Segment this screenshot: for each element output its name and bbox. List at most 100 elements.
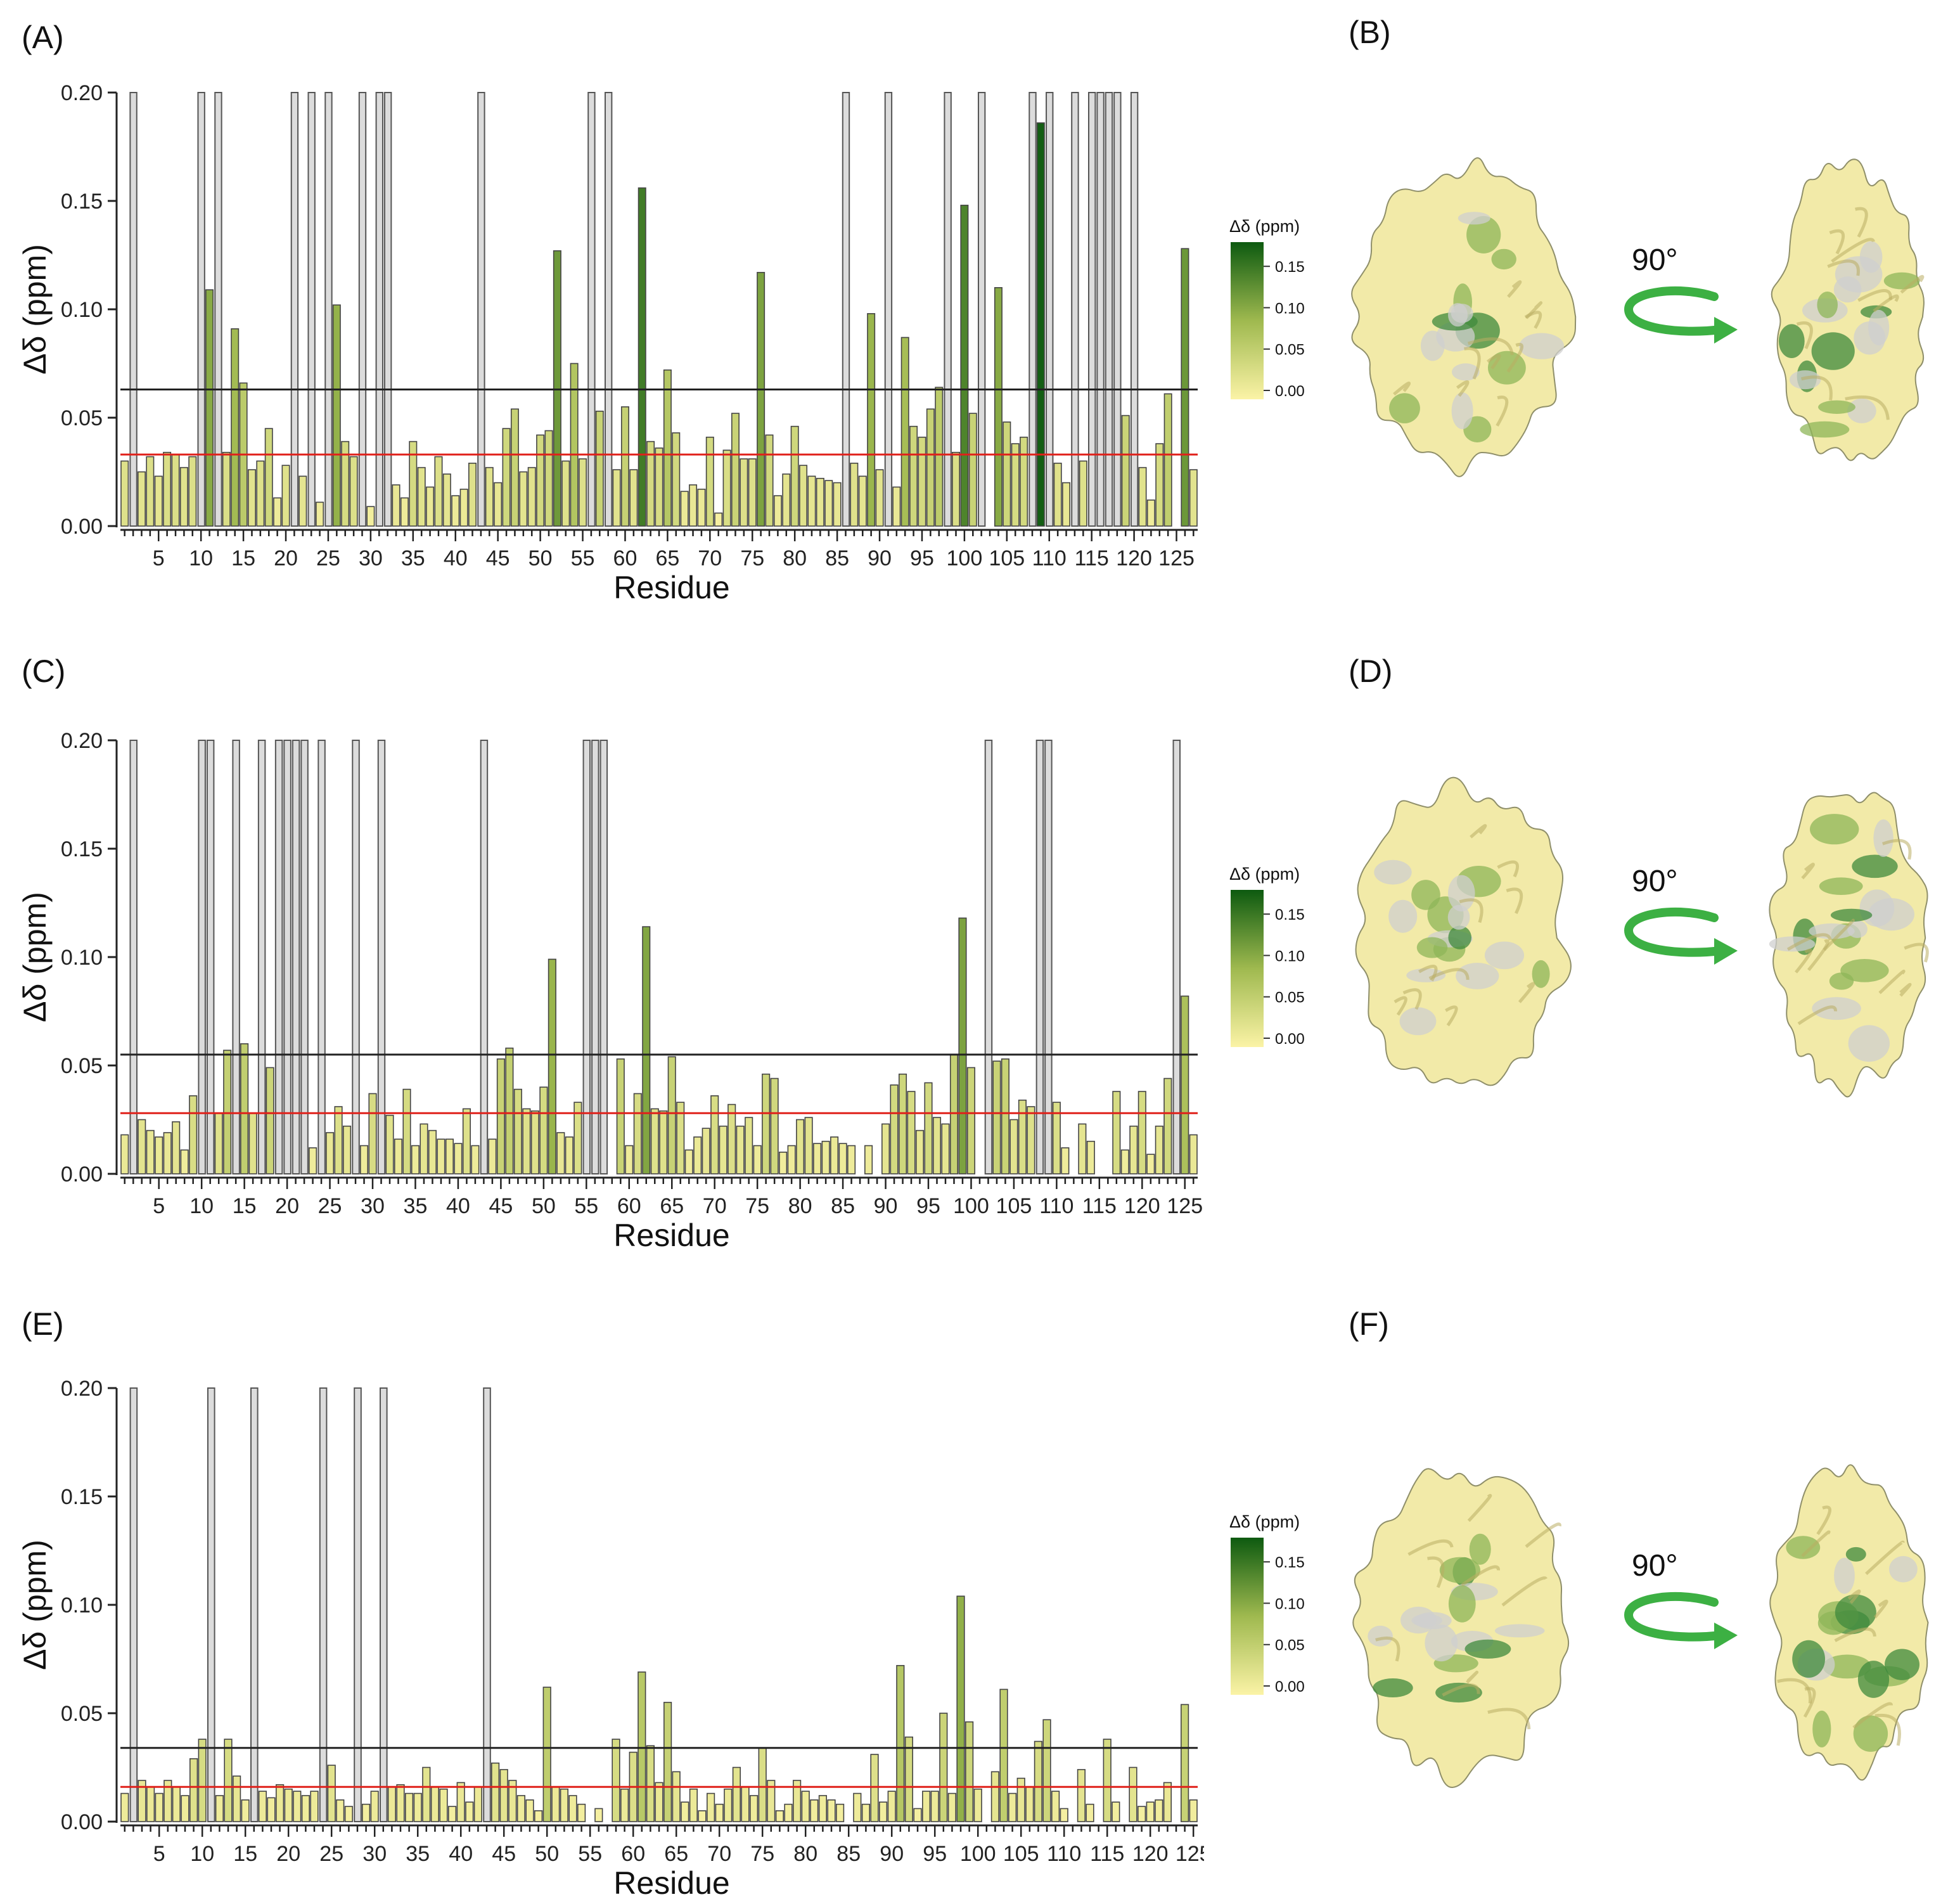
y-tick-label: 0.20 (61, 1377, 103, 1401)
residue-bar (499, 1769, 508, 1822)
backbone-ribbon (1801, 863, 1815, 880)
backbone-ribbon (1857, 289, 1892, 302)
backbone-ribbon (1796, 321, 1813, 349)
surface-shift-patch (1466, 215, 1501, 254)
residue-bar (442, 473, 451, 527)
backbone-ribbon (1464, 347, 1481, 380)
residue-bar (400, 497, 409, 527)
residue-bar (341, 441, 350, 527)
surface-shift-patch (1852, 854, 1898, 878)
residue-bar (818, 1795, 827, 1822)
x-tick-label: 115 (1090, 1842, 1124, 1866)
x-tick-label: 105 (1003, 1842, 1039, 1866)
chart-panel-c: 0.00 0.05 0.10 0.15 0.20 Δδ (ppm) 5 10 15 20 25 30 3… (17, 729, 1203, 1253)
residue-bar (1181, 248, 1189, 527)
residue-bar (847, 1145, 856, 1174)
residue-bar (256, 460, 265, 527)
residue-bar (1181, 1704, 1189, 1822)
residue-bar (387, 1786, 396, 1822)
residue-bar (853, 1792, 862, 1822)
backbone-ribbon (1501, 1576, 1548, 1607)
residue-bar (1181, 995, 1189, 1174)
residue-bar (663, 1702, 672, 1822)
residue-bar (932, 1117, 942, 1174)
surface-shift-patch (1389, 393, 1420, 423)
panel-label-d: (D) (1349, 653, 1393, 689)
unassigned-bar (383, 92, 392, 527)
residue-bar (519, 471, 528, 527)
x-tick-label: 95 (910, 546, 934, 570)
residue-bar (332, 304, 341, 527)
residue-bar (309, 1147, 317, 1174)
residue-bar (551, 1786, 560, 1822)
x-tick-label: 60 (621, 1842, 645, 1866)
x-tick-label: 55 (574, 1194, 598, 1218)
residue-bar (445, 1138, 454, 1174)
residue-bar (513, 1088, 522, 1174)
residue-bar (120, 460, 129, 527)
residue-bar (556, 1132, 565, 1174)
backbone-ribbon (1823, 918, 1855, 951)
surface-unassigned-patch (1456, 963, 1499, 989)
residue-bar (465, 1801, 474, 1822)
x-tick-label: 45 (489, 1194, 513, 1218)
residue-bar (266, 1067, 274, 1174)
unassigned-bar (206, 740, 215, 1174)
colorbar-gradient (1231, 242, 1264, 399)
backbone-ribbon (1803, 1687, 1816, 1718)
backbone-ribbon (1459, 898, 1483, 923)
surface-unassigned-patch (1451, 304, 1473, 323)
residue-bar (462, 1108, 471, 1174)
residue-bar (949, 1054, 959, 1174)
residue-bar (214, 1112, 223, 1174)
unassigned-bar (358, 92, 367, 527)
unassigned-bar (1044, 740, 1053, 1174)
backbone-ribbon (1445, 1005, 1458, 1027)
residue-bar (775, 1810, 784, 1822)
surface-unassigned-patch (1859, 889, 1895, 927)
residue-bar (430, 1786, 439, 1822)
surface-shift-patch (1792, 1640, 1825, 1678)
unassigned-bar (300, 740, 309, 1174)
residue-bar (439, 1788, 448, 1822)
x-tick-label: 35 (404, 1194, 428, 1218)
surface-shift-patch (1439, 1557, 1480, 1583)
x-tick-label: 45 (492, 1842, 516, 1866)
backbone-ribbon (1427, 1556, 1445, 1588)
surface-shift-patch (1857, 1661, 1890, 1698)
y-axis-label-e: Δδ (ppm) (17, 1540, 53, 1670)
residue-bar (396, 1784, 405, 1822)
colorbar-tick-label: 0.05 (1275, 989, 1305, 1007)
x-tick-label: 50 (535, 1842, 559, 1866)
residue-bar (241, 1799, 250, 1822)
surface-shift-patch (1840, 959, 1889, 982)
colorbar-gradient (1231, 1538, 1264, 1695)
colorbar-tick-label: 0.00 (1275, 383, 1305, 400)
backbone-ribbon (1393, 382, 1411, 396)
residue-bar (773, 495, 782, 527)
residue-bar (994, 286, 1003, 527)
residue-bar (471, 1145, 480, 1174)
x-tick-label: 25 (316, 546, 340, 570)
residue-bar (693, 1136, 702, 1174)
backbone-ribbon (1831, 238, 1875, 263)
colorbar-tick-label: 0.10 (1275, 300, 1305, 317)
backbone-ribbon (1800, 375, 1833, 401)
x-tick-label: 20 (275, 1194, 299, 1218)
x-tick-label: 120 (1132, 1842, 1169, 1866)
y-tick-label: 0.15 (61, 837, 103, 861)
residue-bar (420, 1123, 428, 1174)
residue-bar (137, 471, 146, 527)
residue-bar (502, 428, 511, 527)
residue-bar (890, 1084, 899, 1174)
x-tick-label: 35 (401, 546, 425, 570)
residue-bar (215, 1795, 224, 1822)
x-tick-label: 15 (233, 1842, 257, 1866)
residue-bar (447, 1806, 457, 1822)
residue-bar (939, 1713, 948, 1822)
residue-bar (992, 1060, 1001, 1174)
x-tick-label: 10 (189, 1194, 214, 1218)
residue-bar (861, 1803, 870, 1822)
backbone-ribbon (1904, 942, 1929, 963)
unassigned-bar (1172, 740, 1181, 1174)
